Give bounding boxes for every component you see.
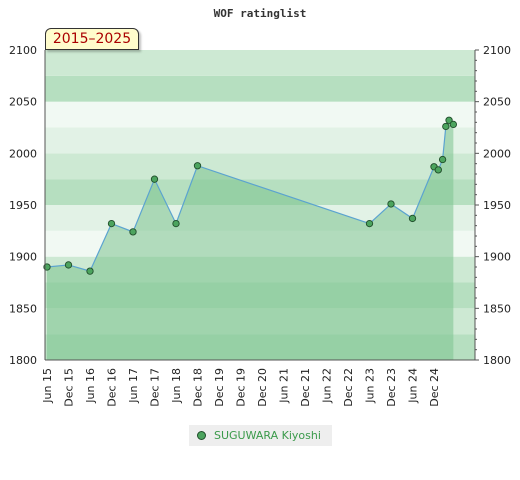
x-tick-label: Dec 19: [213, 368, 226, 407]
x-tick-label: Dec 23: [385, 368, 398, 407]
x-tick-label: Jun 16: [84, 368, 97, 404]
series-area: [47, 120, 454, 361]
x-tick-label: Jun 21: [278, 368, 291, 404]
background-band: [45, 101, 475, 128]
data-point[interactable]: [445, 116, 453, 124]
y-tick-label-right: 1900: [483, 251, 511, 264]
data-point[interactable]: [387, 200, 395, 208]
x-tick-label: Dec 15: [63, 368, 76, 407]
y-tick-label-left: 1950: [9, 199, 37, 212]
x-tick-label: Jun 24: [407, 368, 420, 404]
background-band: [45, 50, 475, 76]
data-point[interactable]: [442, 122, 450, 131]
y-tick-label-left: 2100: [9, 44, 37, 57]
x-tick-label: Dec 20: [256, 368, 269, 407]
background-band: [45, 153, 475, 180]
x-tick-label: Dec 22: [342, 368, 355, 407]
y-tick-label-right: 2050: [483, 96, 511, 109]
y-tick-label-left: 2000: [9, 147, 37, 160]
data-point[interactable]: [107, 219, 116, 228]
data-point[interactable]: [86, 267, 94, 275]
background-band: [45, 127, 475, 154]
data-point[interactable]: [434, 166, 442, 174]
period-label: 2015–2025: [52, 31, 132, 47]
y-tick-label-left: 1850: [9, 302, 37, 315]
data-point[interactable]: [150, 175, 159, 183]
y-tick-label-left: 2050: [9, 96, 37, 109]
data-point[interactable]: [64, 261, 73, 269]
y-tick-label-left: 1800: [9, 354, 37, 367]
y-tick-label-right: 2100: [483, 44, 511, 57]
y-tick-label-right: 1800: [483, 354, 511, 367]
period-badge: 2015–2025: [45, 28, 139, 50]
x-tick-label: Dec 17: [149, 368, 162, 407]
data-point[interactable]: [449, 120, 457, 129]
legend: SUGUWARA Kiyoshi: [189, 425, 332, 446]
y-tick-label-right: 1950: [483, 199, 511, 212]
x-tick-label: Jun 22: [321, 368, 334, 404]
x-tick-label: Dec 16: [106, 368, 119, 407]
y-tick-label-right: 1850: [483, 302, 511, 315]
x-tick-label: Jun 23: [364, 368, 377, 404]
x-tick-label: Dec 18: [192, 368, 205, 407]
x-tick-label: Dec 21: [299, 368, 312, 407]
x-tick-label: Dec 19: [235, 368, 248, 407]
x-tick-label: Jun 18: [170, 368, 183, 404]
data-point[interactable]: [365, 219, 374, 228]
data-point[interactable]: [193, 162, 202, 170]
data-point[interactable]: [408, 214, 417, 223]
x-tick-label: Jun 15: [41, 368, 54, 404]
x-tick-label: Dec 24: [428, 368, 441, 407]
data-point[interactable]: [438, 155, 447, 164]
data-point[interactable]: [129, 228, 137, 236]
chart-title: WOF ratinglist: [214, 7, 307, 20]
legend-marker-icon: [197, 431, 206, 440]
legend-label: SUGUWARA Kiyoshi: [214, 429, 321, 442]
y-tick-label-left: 1900: [9, 251, 37, 264]
data-point[interactable]: [172, 219, 180, 228]
background-band: [45, 75, 475, 102]
x-tick-label: Jun 17: [127, 368, 140, 404]
y-tick-label-right: 2000: [483, 147, 511, 160]
